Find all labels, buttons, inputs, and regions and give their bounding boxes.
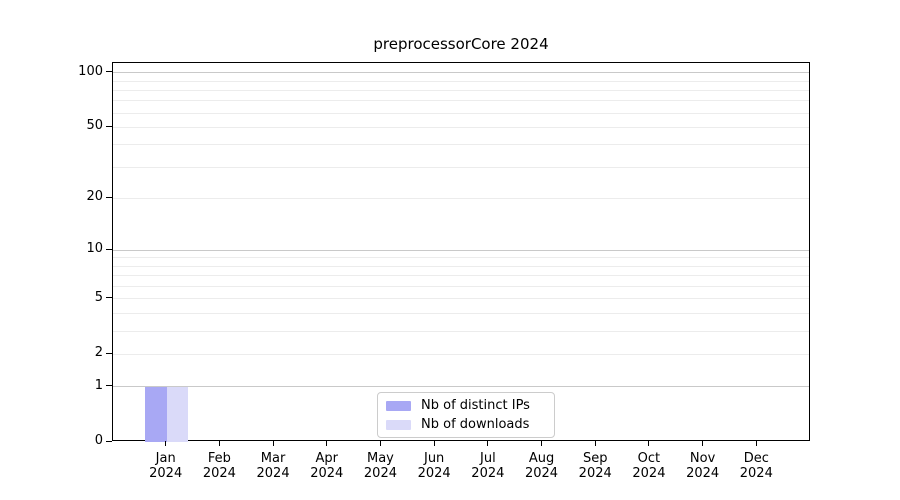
y-axis-tick [106,440,112,442]
x-axis-tick [272,441,274,446]
x-tick-year: 2024 [149,466,183,481]
x-tick-month: Aug [528,451,555,466]
legend-swatch-nb-of-downloads [386,419,411,430]
x-axis-tick-label: Apr 2024 [287,451,367,481]
y-axis-tick [106,297,112,299]
x-tick-month: Oct [637,451,661,466]
x-axis-tick [165,441,167,446]
gridline-minor [113,80,809,82]
x-tick-month: Jul [480,451,496,466]
x-tick-year: 2024 [417,466,451,481]
x-tick-month: May [367,451,394,466]
y-axis-tick [106,125,112,127]
y-axis-tick [106,71,112,73]
y-axis-tick-label: 1 [94,377,103,393]
gridline-minor [113,330,809,332]
gridline-minor [113,144,809,146]
x-tick-year: 2024 [471,466,505,481]
x-axis-tick [755,441,757,446]
y-axis-tick-label: 5 [94,289,103,305]
y-axis-tick-label: 100 [78,63,103,79]
bar-nb-of-distinct-ips [145,386,167,442]
x-tick-month: Mar [260,451,286,466]
gridline-minor [113,89,809,91]
x-tick-month: Feb [207,451,231,466]
gridline-minor [113,197,809,199]
y-axis-tick-label: 50 [86,118,103,134]
legend-entry: Nb of distinct IPs [386,398,546,413]
x-tick-year: 2024 [202,466,236,481]
y-axis-tick-label: 20 [86,189,103,205]
x-axis-tick [379,441,381,446]
x-tick-year: 2024 [363,466,397,481]
x-tick-year: 2024 [686,466,720,481]
x-axis-tick [218,441,220,446]
x-axis-tick [326,441,328,446]
gridline-minor [113,275,809,277]
x-axis-tick [702,441,704,446]
legend-label: Nb of downloads [421,417,530,432]
x-tick-year: 2024 [739,466,773,481]
x-tick-year: 2024 [578,466,612,481]
legend-swatch-nb-of-distinct-ips [386,400,411,411]
gridline-minor [113,353,809,355]
x-tick-month: Jun [423,451,445,466]
x-tick-year: 2024 [256,466,290,481]
gridline-major [113,386,809,388]
gridline-minor [113,265,809,267]
legend: Nb of distinct IPs Nb of downloads [377,392,555,438]
x-axis-tick-label: Feb 2024 [179,451,259,481]
x-tick-year: 2024 [632,466,666,481]
x-axis-tick [541,441,543,446]
x-tick-month: Jan [155,451,176,466]
y-axis-tick [106,385,112,387]
gridline-minor [113,312,809,314]
chart-title: preprocessorCore 2024 [373,35,549,53]
x-axis-tick-label: Mar 2024 [233,451,313,481]
x-axis-tick [594,441,596,446]
y-axis-tick [106,352,112,354]
bar-nb-of-downloads [166,386,189,442]
gridline-minor [113,126,809,128]
x-tick-year: 2024 [524,466,559,481]
x-tick-month: Sep [582,451,608,466]
gridline-major [113,249,809,251]
gridline-minor [113,298,809,300]
x-axis-tick [648,441,650,446]
x-tick-month: Nov [689,451,716,466]
y-axis-tick-label: 10 [86,241,103,257]
gridline-minor [113,166,809,168]
gridline-minor [113,100,809,102]
x-tick-year: 2024 [310,466,344,481]
gridline-major [113,72,809,74]
x-axis-tick-label: Sep 2024 [555,451,635,481]
y-axis-tick [106,248,112,250]
y-axis-tick-label: 0 [94,433,103,448]
x-axis-tick-label: Jan 2024 [126,451,206,481]
y-axis-tick-label: 2 [94,345,103,361]
x-tick-month: Dec [743,451,769,466]
legend-entry: Nb of downloads [386,417,546,432]
legend-label: Nb of distinct IPs [421,398,530,413]
x-axis-tick-label: Oct 2024 [609,451,689,481]
x-axis-tick [487,441,489,446]
gridline-minor [113,285,809,287]
x-axis-tick-label: Dec 2024 [716,451,796,481]
x-axis-tick-label: Jun 2024 [394,451,474,481]
x-axis-tick-label: Aug 2024 [502,451,582,481]
x-tick-month: Apr [315,451,339,466]
gridline-minor [113,257,809,259]
gridline-minor [113,112,809,114]
x-axis-tick [433,441,435,446]
y-axis-tick [106,196,112,198]
x-axis-tick-label: May 2024 [340,451,420,481]
x-axis-tick-label: Jul 2024 [448,451,528,481]
plot-area [112,62,810,442]
x-axis-tick-label: Nov 2024 [663,451,743,481]
